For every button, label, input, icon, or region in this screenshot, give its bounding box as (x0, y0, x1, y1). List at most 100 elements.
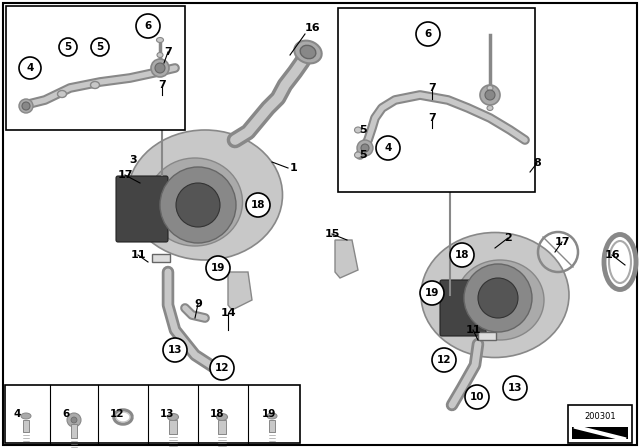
Circle shape (503, 376, 527, 400)
Text: 5: 5 (97, 42, 104, 52)
Text: 10: 10 (470, 392, 484, 402)
Text: 5: 5 (65, 42, 72, 52)
Text: 19: 19 (262, 409, 276, 419)
Text: 18: 18 (251, 200, 265, 210)
Text: 11: 11 (131, 250, 146, 260)
Circle shape (163, 338, 187, 362)
Text: 16: 16 (604, 250, 620, 260)
Bar (568, 405, 632, 443)
Text: 13: 13 (160, 409, 175, 419)
Ellipse shape (267, 413, 277, 419)
Circle shape (19, 57, 41, 79)
FancyBboxPatch shape (478, 332, 496, 340)
Ellipse shape (355, 152, 362, 158)
Text: 9: 9 (194, 299, 202, 309)
Circle shape (210, 356, 234, 380)
Circle shape (361, 144, 369, 152)
Text: 6: 6 (424, 29, 431, 39)
Circle shape (464, 264, 532, 332)
Ellipse shape (487, 86, 493, 90)
Circle shape (432, 348, 456, 372)
Circle shape (478, 278, 518, 318)
Ellipse shape (90, 82, 99, 89)
Circle shape (465, 385, 489, 409)
Ellipse shape (355, 127, 362, 133)
Bar (338, 8, 535, 192)
Ellipse shape (157, 38, 163, 43)
Text: 19: 19 (425, 288, 439, 298)
Text: 11: 11 (465, 325, 481, 335)
Text: 6: 6 (145, 21, 152, 31)
Polygon shape (228, 272, 252, 310)
Circle shape (176, 183, 220, 227)
Circle shape (155, 63, 165, 73)
Text: 13: 13 (168, 345, 182, 355)
Circle shape (91, 38, 109, 56)
Text: 3: 3 (129, 155, 137, 165)
Ellipse shape (421, 233, 569, 358)
Text: 7: 7 (158, 80, 166, 90)
Text: 200301: 200301 (584, 412, 616, 421)
Bar (218, 420, 226, 434)
Bar (572, 427, 628, 439)
Bar (6, 6, 185, 130)
Circle shape (485, 90, 495, 100)
Text: 4: 4 (14, 409, 21, 419)
Circle shape (160, 167, 236, 243)
Bar (71, 424, 77, 438)
Text: 12: 12 (215, 363, 229, 373)
Bar (23, 420, 29, 432)
Text: 18: 18 (455, 250, 469, 260)
Text: 7: 7 (164, 47, 172, 57)
Text: 6: 6 (62, 409, 69, 419)
Circle shape (416, 22, 440, 46)
Bar (269, 420, 275, 432)
Circle shape (22, 102, 30, 110)
Text: 5: 5 (359, 150, 367, 160)
Ellipse shape (58, 90, 67, 98)
Text: 17: 17 (117, 170, 132, 180)
Text: 13: 13 (508, 383, 522, 393)
Text: 4: 4 (384, 143, 392, 153)
Text: 4: 4 (26, 63, 34, 73)
Circle shape (67, 413, 81, 427)
Circle shape (376, 136, 400, 160)
Text: 14: 14 (220, 308, 236, 318)
FancyBboxPatch shape (440, 280, 486, 336)
Ellipse shape (294, 41, 322, 63)
FancyBboxPatch shape (152, 254, 170, 262)
Text: 12: 12 (110, 409, 125, 419)
Ellipse shape (215, 360, 229, 370)
Ellipse shape (127, 130, 282, 260)
Ellipse shape (300, 45, 316, 59)
Text: 7: 7 (428, 83, 436, 93)
Text: 5: 5 (359, 125, 367, 135)
Text: 12: 12 (436, 355, 451, 365)
Text: 2: 2 (504, 233, 512, 243)
Ellipse shape (21, 413, 31, 419)
Ellipse shape (487, 105, 493, 111)
Ellipse shape (216, 414, 227, 421)
Circle shape (246, 193, 270, 217)
Circle shape (151, 59, 169, 77)
Text: 15: 15 (324, 229, 340, 239)
Ellipse shape (157, 52, 163, 57)
Ellipse shape (456, 260, 544, 340)
Circle shape (71, 417, 77, 423)
Circle shape (480, 85, 500, 105)
Text: 17: 17 (554, 237, 570, 247)
Circle shape (136, 14, 160, 38)
Ellipse shape (168, 414, 179, 421)
Text: 16: 16 (304, 23, 320, 33)
Ellipse shape (147, 158, 243, 246)
Circle shape (450, 243, 474, 267)
Circle shape (357, 140, 373, 156)
Polygon shape (335, 240, 358, 278)
Circle shape (420, 281, 444, 305)
Circle shape (206, 256, 230, 280)
Circle shape (59, 38, 77, 56)
Text: 1: 1 (290, 163, 298, 173)
FancyBboxPatch shape (116, 176, 168, 242)
Text: 19: 19 (211, 263, 225, 273)
Text: 7: 7 (428, 113, 436, 123)
